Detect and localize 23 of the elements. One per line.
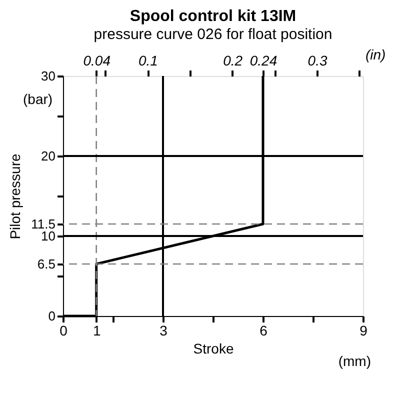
x2-tick-label: 0.04 — [83, 52, 111, 68]
x-tick-label: 1 — [92, 322, 101, 338]
text: (mm) — [338, 353, 371, 369]
y-tick-label: 11.5 — [31, 216, 56, 232]
y-tick-label: 0 — [48, 308, 56, 324]
x-tick-label: 6 — [260, 322, 268, 338]
y-tick-label: 6.5 — [37, 256, 56, 272]
x2-tick-label: 0.24 — [250, 52, 278, 68]
x-axis-title: Stroke — [193, 340, 234, 356]
x2-tick-label: 0.1 — [138, 52, 158, 68]
x2-axis-title: (in) — [366, 46, 386, 62]
x-tick-label: 3 — [160, 322, 168, 338]
x-tick-label: 9 — [360, 322, 368, 338]
x-tick-label: 0 — [60, 322, 68, 338]
y-tick-label: 20 — [41, 148, 56, 164]
y-tick-label: 30 — [41, 68, 56, 84]
chart-subtitle: pressure curve 026 for float position — [94, 26, 332, 43]
chart-title: Spool control kit 13IM — [130, 8, 296, 25]
y-axis-title: Pilot pressure — [7, 153, 24, 240]
text: (bar) — [23, 91, 53, 107]
y-tick-label: 10 — [41, 228, 56, 244]
x2-tick-label: 0.2 — [223, 52, 243, 68]
x2-tick-label: 0.3 — [308, 52, 328, 68]
